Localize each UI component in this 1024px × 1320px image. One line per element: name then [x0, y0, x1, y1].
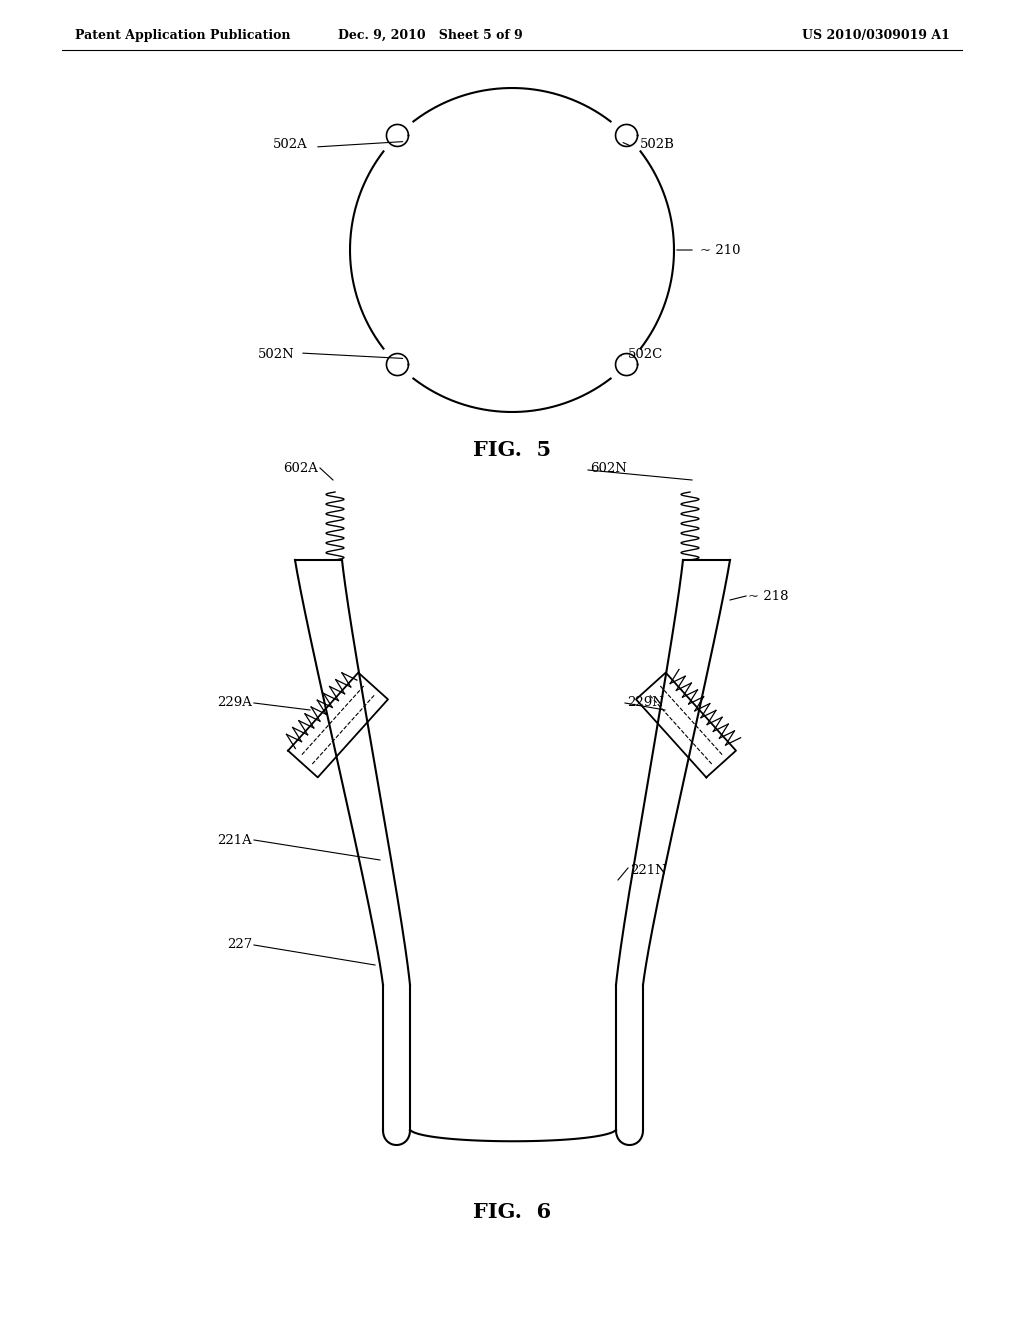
Text: 227: 227 [226, 939, 252, 952]
Text: 221A: 221A [217, 833, 252, 846]
Text: 502A: 502A [273, 139, 308, 152]
Text: FIG.  5: FIG. 5 [473, 440, 551, 459]
Text: ~ 218: ~ 218 [748, 590, 788, 602]
Text: Dec. 9, 2010   Sheet 5 of 9: Dec. 9, 2010 Sheet 5 of 9 [338, 29, 522, 41]
Text: 229N: 229N [627, 696, 664, 709]
Text: 602A: 602A [283, 462, 318, 474]
Text: 502B: 502B [640, 139, 675, 152]
Text: 502N: 502N [258, 348, 295, 362]
Text: 502C: 502C [628, 348, 664, 362]
Text: Patent Application Publication: Patent Application Publication [75, 29, 291, 41]
Text: 602N: 602N [590, 462, 627, 474]
Text: US 2010/0309019 A1: US 2010/0309019 A1 [802, 29, 950, 41]
Text: FIG.  6: FIG. 6 [473, 1203, 551, 1222]
Text: 229A: 229A [217, 696, 252, 709]
Text: ~ 210: ~ 210 [700, 243, 740, 256]
Text: 221N: 221N [630, 863, 667, 876]
